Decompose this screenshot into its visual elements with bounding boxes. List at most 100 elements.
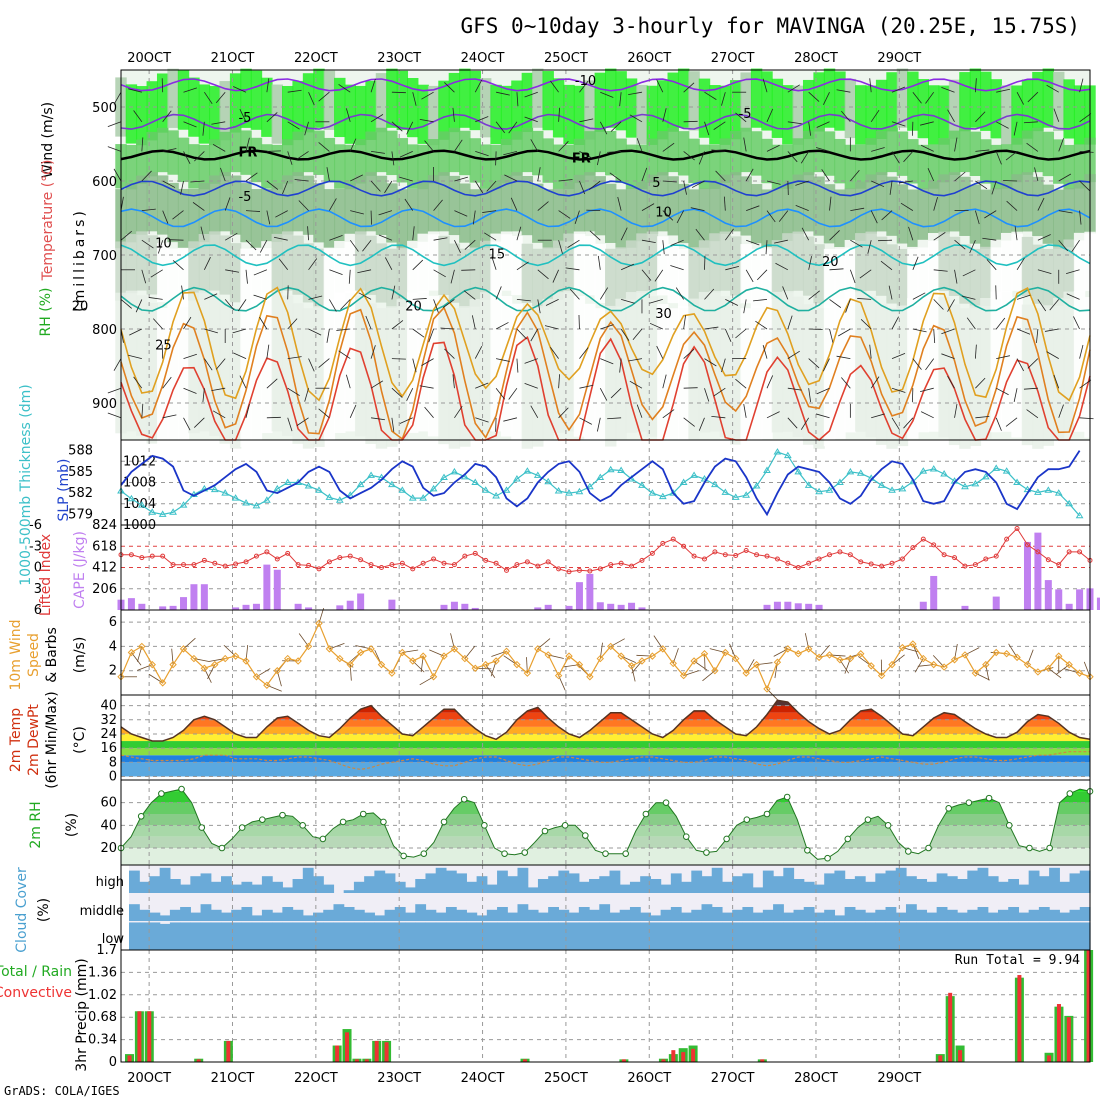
wind-barb	[399, 176, 413, 182]
rh-cell	[750, 68, 763, 128]
wind-barb	[1066, 269, 1080, 275]
li-point	[691, 553, 697, 559]
li-point	[952, 555, 958, 561]
rh-cell	[177, 188, 190, 249]
wind-point	[617, 652, 625, 660]
rh-cell	[521, 72, 534, 133]
cloud-bar	[558, 922, 570, 950]
rh-cell	[771, 144, 784, 190]
rh-cell	[552, 188, 565, 248]
wind-barb	[903, 417, 914, 429]
wind-barb	[670, 265, 684, 271]
rh-cell	[542, 247, 554, 307]
rh-cell	[532, 183, 544, 243]
rh-point	[501, 850, 508, 857]
rh-cell	[136, 231, 148, 291]
thickness-point	[575, 487, 584, 495]
wind-barb	[974, 78, 977, 93]
li-point	[795, 565, 801, 570]
upper-temperature-label: Temperature (°C)	[40, 160, 56, 282]
rh-cell	[177, 137, 190, 183]
wind-barb	[975, 377, 986, 389]
rh-cell	[396, 299, 409, 440]
rh-cell	[980, 297, 992, 439]
wind-barb	[841, 377, 851, 389]
wind-barb	[183, 121, 197, 128]
wind-barb	[903, 151, 914, 163]
rh-cell	[928, 85, 940, 145]
precip-conv-bar	[1066, 1017, 1071, 1062]
wind-barb	[745, 269, 754, 283]
rh-cell	[719, 296, 732, 437]
rh-cell	[928, 291, 940, 432]
wind-barb	[871, 413, 885, 419]
isotherm-label: 25	[155, 339, 172, 354]
cloud-bar	[466, 912, 478, 921]
li-tick: -3	[29, 539, 42, 554]
rh-cell	[448, 127, 461, 173]
rh-cell	[896, 131, 909, 176]
wind-barb	[318, 91, 330, 102]
wind-barb	[358, 292, 372, 300]
wind-barb	[941, 353, 955, 359]
wind-barb	[524, 91, 538, 98]
rh-cell	[209, 295, 221, 437]
wind-barb	[858, 656, 872, 667]
rh-cell	[709, 85, 721, 145]
wind-barb	[326, 167, 330, 182]
rh-cell	[750, 131, 763, 176]
wind-barb	[579, 151, 593, 159]
wind-barb	[787, 417, 798, 429]
cloud-bar	[282, 922, 294, 950]
wind-barb	[348, 269, 351, 284]
wind-barb	[464, 645, 476, 659]
wind-barb	[795, 180, 809, 186]
x-tick-bottom: 20OCT	[127, 1071, 171, 1086]
wind-point	[273, 667, 281, 675]
wind-point	[930, 660, 938, 669]
wind-barb	[558, 407, 569, 419]
li-point	[535, 563, 541, 569]
cloud-bar	[752, 912, 764, 921]
wind-barb	[266, 344, 270, 359]
cape-bar	[565, 605, 573, 610]
rh-cell	[959, 72, 971, 132]
cape-bar	[794, 603, 802, 610]
rh-cell	[948, 130, 961, 175]
li-point	[566, 569, 572, 575]
thickness-point	[335, 496, 344, 503]
rh-cell	[323, 247, 336, 307]
rh-cell	[938, 296, 950, 438]
wind-barb	[891, 316, 899, 330]
cloud-bar	[302, 867, 314, 893]
rh-cell	[969, 131, 982, 176]
wind-barb	[524, 358, 538, 364]
wind-barb	[599, 287, 609, 300]
wind-point	[325, 645, 334, 653]
wind-barb	[464, 239, 476, 250]
wind-barb	[912, 328, 927, 333]
rh-cell	[209, 175, 221, 235]
wind-barb	[596, 417, 601, 432]
cloud-bar	[169, 879, 181, 893]
cloud-bar	[783, 912, 795, 921]
rh-cell	[1032, 176, 1044, 237]
wind-barb	[183, 637, 196, 650]
thickness-point	[961, 482, 969, 490]
wind-barb	[996, 121, 1009, 129]
li-point	[1077, 549, 1083, 555]
wind-point	[815, 653, 823, 662]
cloud-bar	[905, 904, 917, 921]
wind-barb	[933, 197, 938, 211]
cloud-bar	[1028, 909, 1040, 921]
rh-cell	[667, 243, 679, 304]
rh-cell	[813, 244, 825, 304]
rh-cell	[980, 189, 992, 249]
wind-point	[804, 645, 813, 653]
cloud-bar	[486, 909, 498, 921]
wind-barb	[245, 404, 250, 418]
cloud-bar	[149, 912, 161, 921]
rh-cell	[240, 306, 252, 447]
wind-barb	[1071, 239, 1080, 253]
